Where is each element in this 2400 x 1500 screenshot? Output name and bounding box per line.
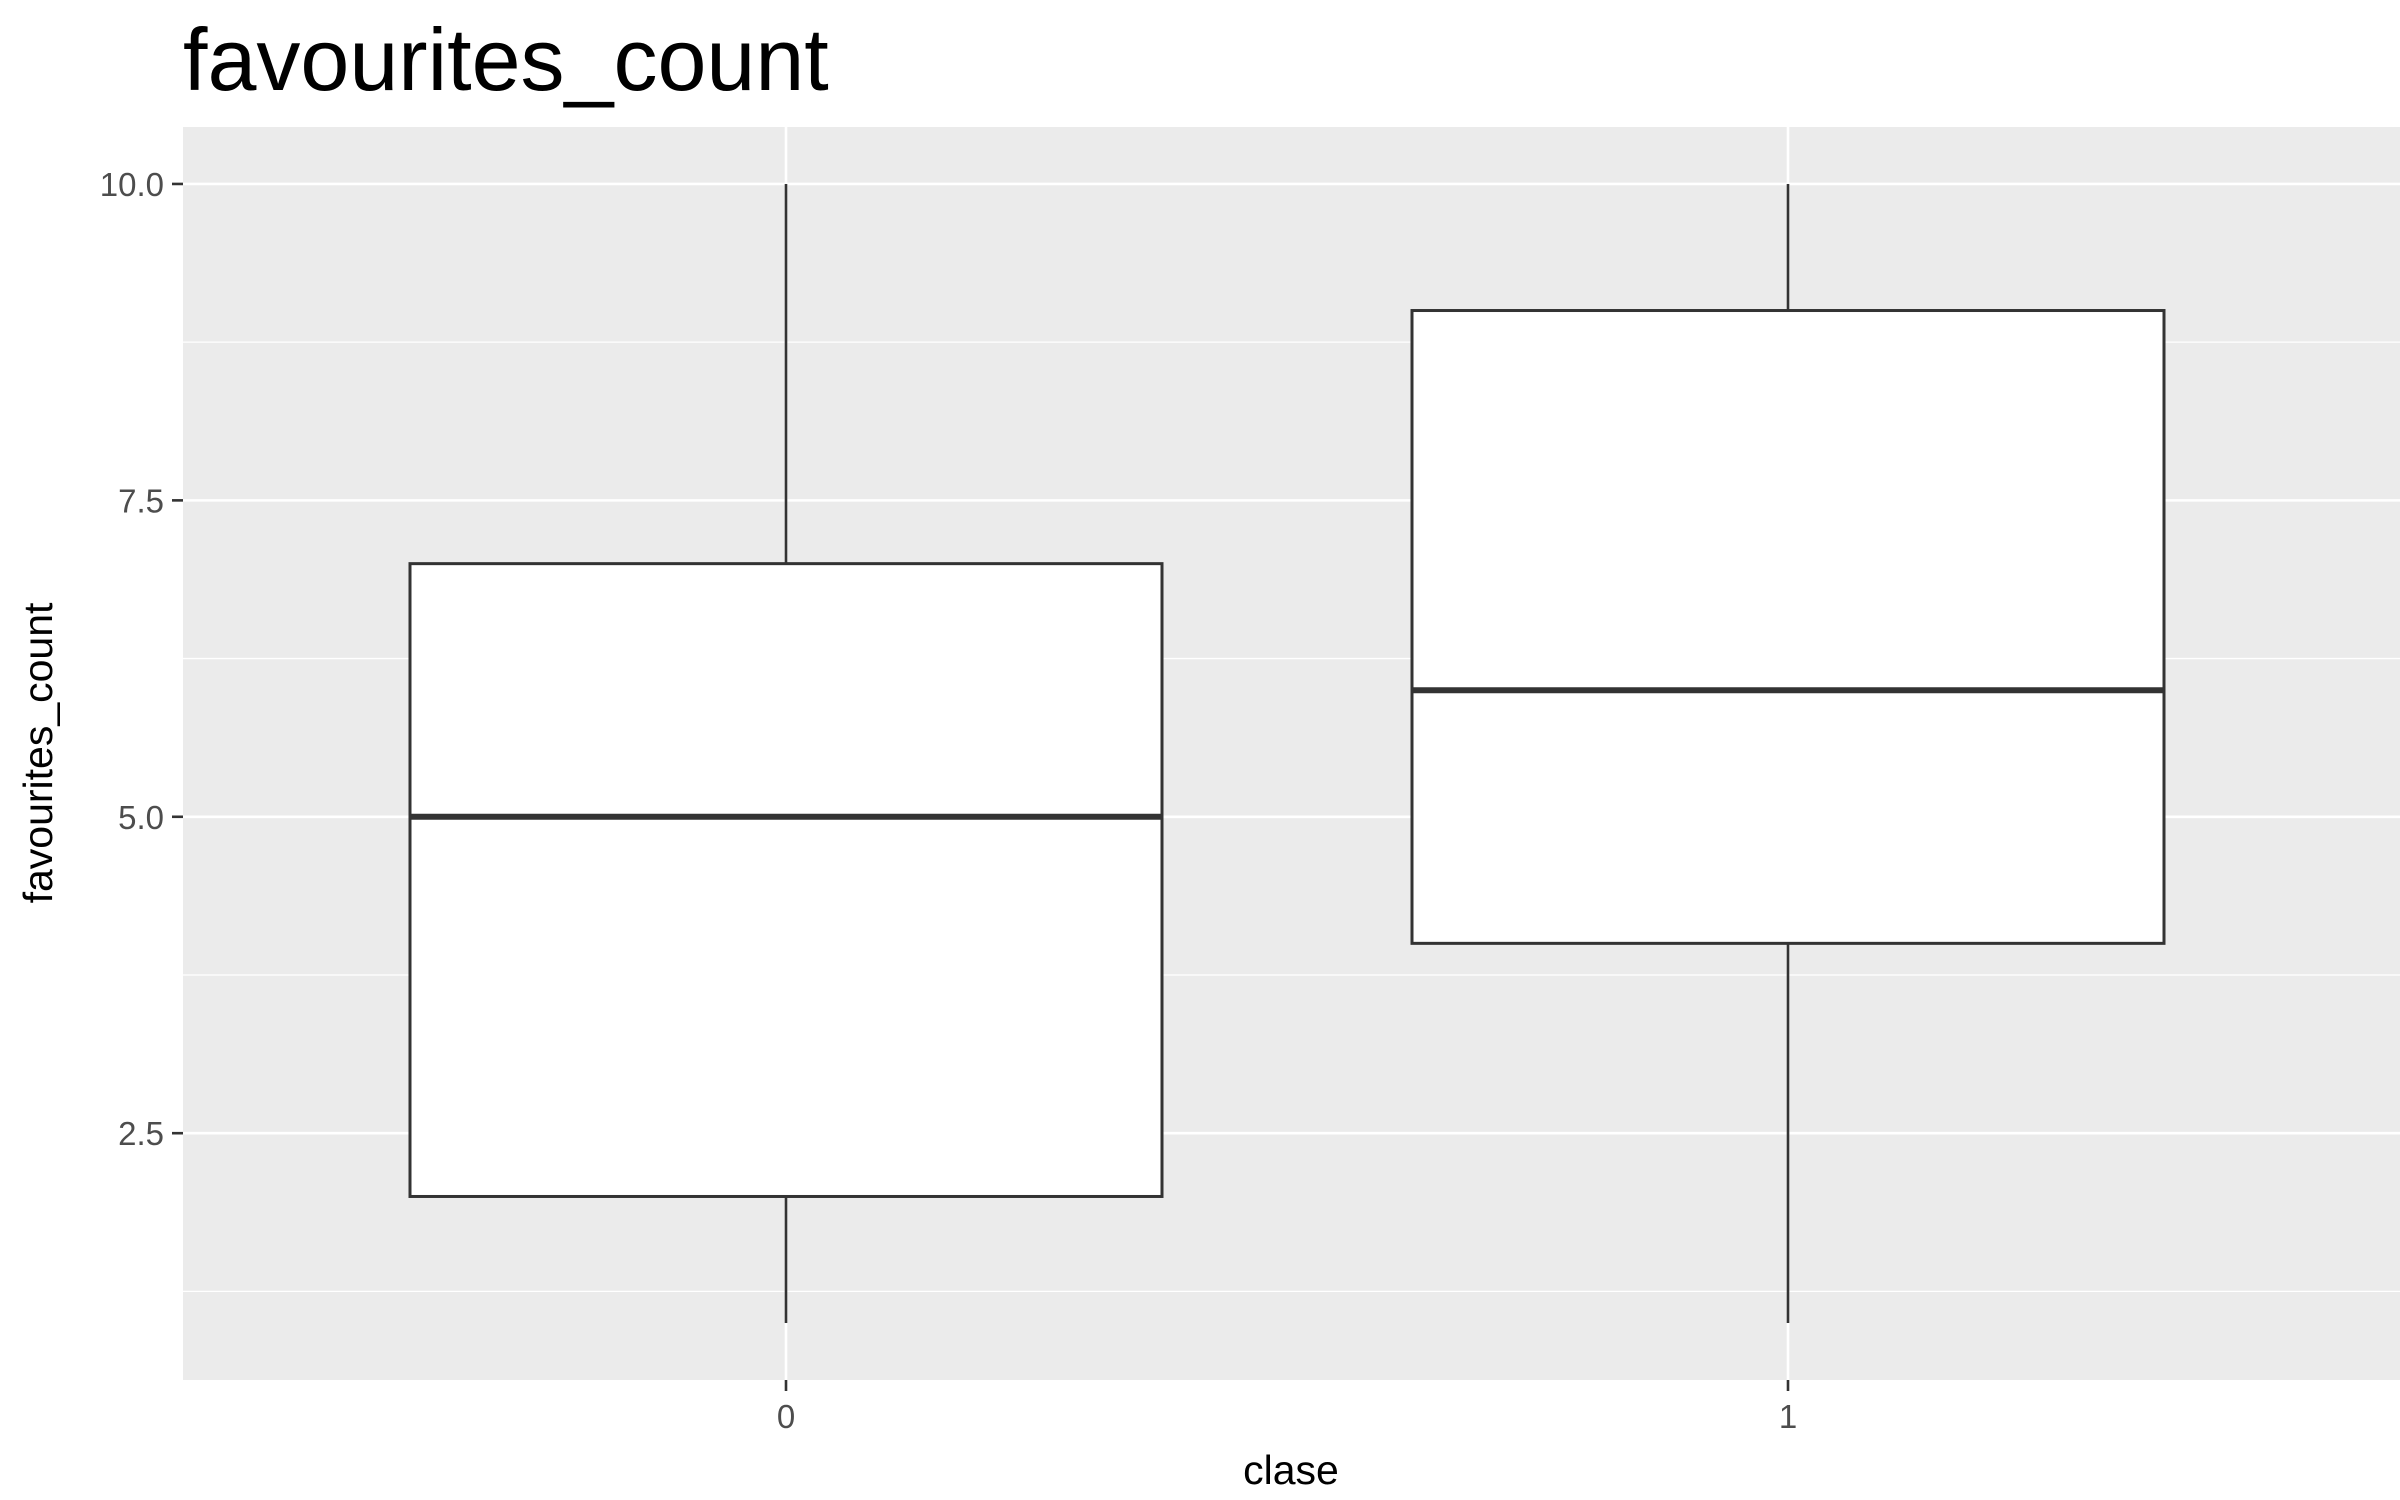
box-category-0 [408, 183, 1164, 1324]
y-axis-title: favourites_count [15, 602, 61, 903]
box-iqr [408, 562, 1164, 1198]
boxes-layer [408, 183, 2166, 1324]
x-axis-title: clase [1243, 1447, 1339, 1493]
y-tick-label: 10.0 [100, 166, 164, 203]
y-axis: 2.5 5.0 7.5 10.0 [100, 166, 183, 1152]
y-tick-label: 7.5 [118, 482, 164, 519]
box-iqr [1410, 309, 2166, 945]
y-tick-label: 5.0 [118, 799, 164, 836]
y-tick-label: 2.5 [118, 1115, 164, 1152]
x-tick-label: 1 [1779, 1398, 1797, 1435]
x-tick-label: 0 [777, 1398, 795, 1435]
box-category-1 [1410, 183, 2166, 1324]
chart-title: favourites_count [183, 10, 829, 109]
